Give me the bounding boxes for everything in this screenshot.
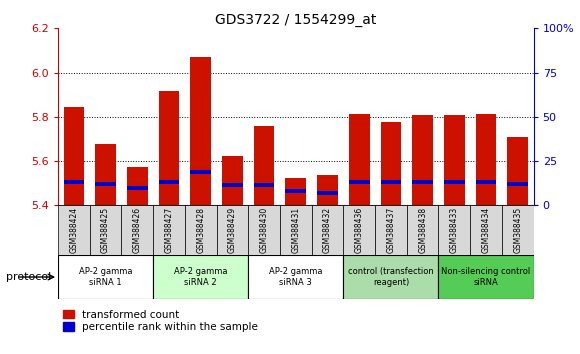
Text: GSM388425: GSM388425 xyxy=(101,207,110,253)
Text: control (transfection
reagent): control (transfection reagent) xyxy=(348,267,434,287)
Text: Non-silencing control
siRNA: Non-silencing control siRNA xyxy=(441,267,531,287)
Text: GSM388438: GSM388438 xyxy=(418,207,427,253)
Bar xyxy=(375,205,407,255)
Bar xyxy=(476,180,496,184)
Bar xyxy=(508,182,528,186)
Text: GSM388436: GSM388436 xyxy=(355,207,364,253)
Title: GDS3722 / 1554299_at: GDS3722 / 1554299_at xyxy=(215,13,376,27)
Text: AP-2 gamma
siRNA 3: AP-2 gamma siRNA 3 xyxy=(269,267,322,287)
Bar xyxy=(285,178,306,205)
Bar xyxy=(285,189,306,193)
Bar xyxy=(222,183,242,187)
Text: protocol: protocol xyxy=(6,272,51,282)
Bar xyxy=(502,205,534,255)
Bar xyxy=(190,170,211,174)
Bar xyxy=(343,205,375,255)
Bar xyxy=(153,205,185,255)
Bar xyxy=(412,115,433,205)
Bar xyxy=(317,191,338,195)
Bar xyxy=(95,182,116,186)
Bar xyxy=(58,255,153,299)
Bar xyxy=(407,205,438,255)
Bar xyxy=(216,205,248,255)
Text: GSM388432: GSM388432 xyxy=(323,207,332,253)
Text: GSM388429: GSM388429 xyxy=(228,207,237,253)
Bar xyxy=(159,180,179,184)
Text: GSM388437: GSM388437 xyxy=(386,207,396,253)
Text: GSM388431: GSM388431 xyxy=(291,207,300,253)
Bar xyxy=(444,180,465,184)
Text: GSM388426: GSM388426 xyxy=(133,207,142,253)
Bar xyxy=(190,57,211,205)
Text: GSM388427: GSM388427 xyxy=(165,207,173,253)
Bar xyxy=(254,183,274,187)
Text: GSM388433: GSM388433 xyxy=(450,207,459,253)
Text: GSM388434: GSM388434 xyxy=(481,207,491,253)
Bar xyxy=(159,91,179,205)
Bar xyxy=(90,205,121,255)
Bar xyxy=(349,114,369,205)
Text: GSM388428: GSM388428 xyxy=(196,207,205,253)
Bar xyxy=(508,137,528,205)
Bar xyxy=(127,167,147,205)
Bar xyxy=(438,255,534,299)
Bar xyxy=(222,155,242,205)
Bar xyxy=(58,205,90,255)
Bar xyxy=(95,144,116,205)
Bar xyxy=(248,205,280,255)
Bar xyxy=(127,185,147,190)
Legend: transformed count, percentile rank within the sample: transformed count, percentile rank withi… xyxy=(63,310,258,332)
Bar xyxy=(380,180,401,184)
Text: GSM388435: GSM388435 xyxy=(513,207,522,253)
Bar xyxy=(254,126,274,205)
Bar xyxy=(317,176,338,205)
Bar xyxy=(153,255,248,299)
Bar xyxy=(349,180,369,184)
Bar xyxy=(470,205,502,255)
Bar xyxy=(185,205,216,255)
Text: GSM388430: GSM388430 xyxy=(260,207,269,253)
Bar xyxy=(380,122,401,205)
Bar xyxy=(438,205,470,255)
Bar xyxy=(412,180,433,184)
Bar xyxy=(476,114,496,205)
Text: GSM388424: GSM388424 xyxy=(70,207,78,253)
Bar xyxy=(121,205,153,255)
Bar xyxy=(343,255,438,299)
Bar xyxy=(311,205,343,255)
Bar xyxy=(64,107,84,205)
Text: AP-2 gamma
siRNA 2: AP-2 gamma siRNA 2 xyxy=(174,267,227,287)
Bar xyxy=(248,255,343,299)
Bar xyxy=(64,180,84,184)
Text: AP-2 gamma
siRNA 1: AP-2 gamma siRNA 1 xyxy=(79,267,132,287)
Bar xyxy=(280,205,311,255)
Bar xyxy=(444,115,465,205)
